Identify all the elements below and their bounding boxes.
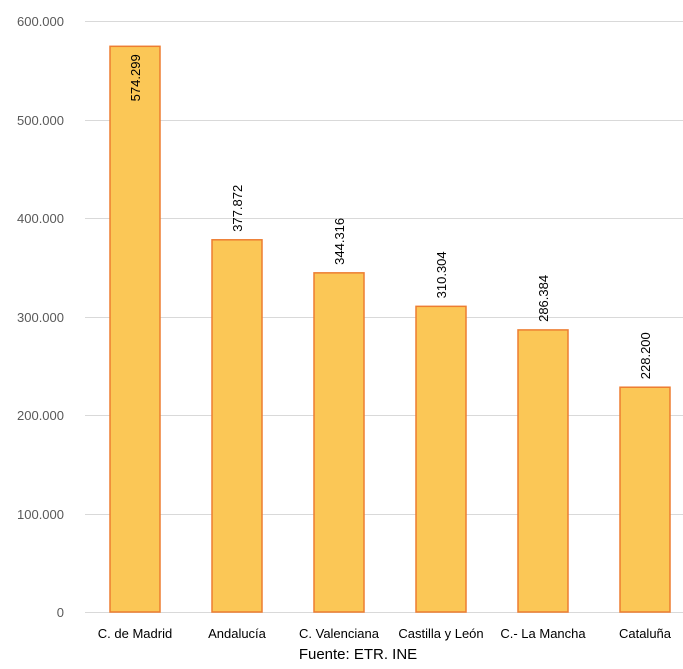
y-tick-label: 500.000	[17, 113, 64, 128]
data-label: 377.872	[230, 185, 245, 232]
gridlines	[85, 21, 683, 613]
data-label: 344.316	[332, 218, 347, 265]
x-category-label: C. de Madrid	[98, 626, 172, 641]
x-axis-categories: C. de Madrid Andalucía C. Valenciana Castil…	[98, 626, 672, 641]
y-tick-label: 400.000	[17, 211, 64, 226]
data-label: 574.299	[128, 54, 143, 101]
x-category-label: Castilla y León	[398, 626, 483, 641]
bar	[619, 386, 671, 613]
y-axis-ticks: 0 100.000 200.000 300.000 400.000 500.000 600.…	[17, 14, 64, 620]
data-labels: 574.299 377.872 344.316 310.304 286.384 228.2…	[128, 54, 653, 379]
x-category-label: C.- La Mancha	[500, 626, 586, 641]
x-category-label: Andalucía	[208, 626, 267, 641]
y-tick-label: 300.000	[17, 310, 64, 325]
y-tick-label: 600.000	[17, 14, 64, 29]
x-category-label: Cataluña	[619, 626, 672, 641]
data-label: 286.384	[536, 275, 551, 322]
bar	[109, 45, 161, 613]
x-category-label: C. Valenciana	[299, 626, 380, 641]
y-tick-label: 0	[57, 605, 64, 620]
y-tick-label: 200.000	[17, 408, 64, 423]
bar	[211, 239, 263, 613]
bar	[313, 272, 365, 613]
bar	[415, 305, 467, 613]
data-label: 310.304	[434, 251, 449, 298]
data-label: 228.200	[638, 332, 653, 379]
bar	[517, 329, 569, 613]
bars	[109, 45, 671, 613]
y-tick-label: 100.000	[17, 507, 64, 522]
source-note: Fuente: ETR. INE	[299, 646, 417, 663]
